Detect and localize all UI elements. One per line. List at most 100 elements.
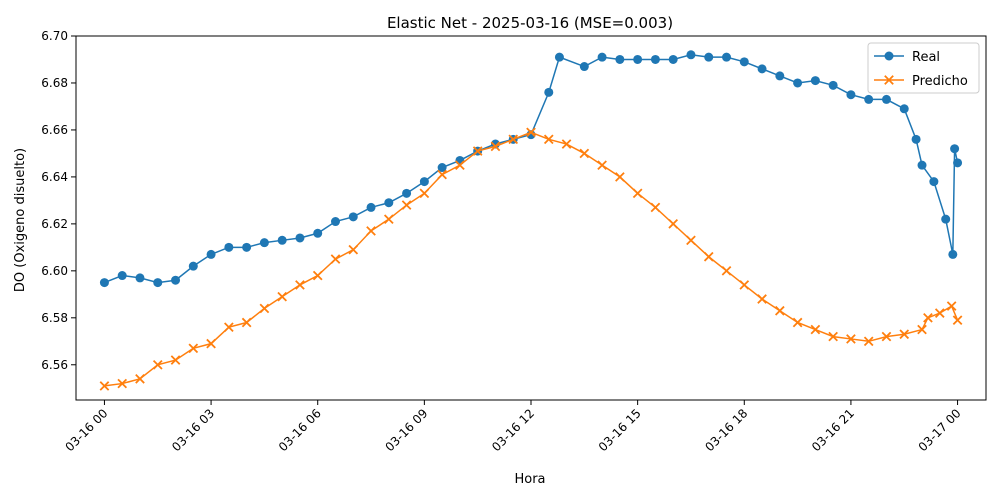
point-predicho-39	[792, 317, 803, 328]
point-predicho-7	[224, 322, 234, 333]
legend-marker-circle-icon	[884, 51, 894, 61]
legend-marker-x-b	[884, 75, 894, 85]
point-predicho-20	[455, 160, 465, 170]
point-predicho-stroke-b	[135, 374, 145, 384]
point-predicho-1	[117, 378, 128, 389]
point-real-36	[739, 57, 749, 67]
point-real-1	[117, 271, 127, 281]
point-predicho-stroke-b	[401, 200, 412, 210]
point-real-10	[277, 235, 287, 245]
chart-title: Elastic Net - 2025-03-16 (MSE=0.003)	[387, 14, 673, 32]
point-real-31	[650, 54, 660, 64]
point-predicho-4	[170, 355, 181, 365]
point-predicho-5	[188, 343, 199, 354]
point-predicho-stroke-b	[383, 214, 394, 225]
point-real-7	[224, 242, 234, 252]
point-predicho-33	[686, 235, 696, 246]
point-predicho-36	[739, 280, 750, 290]
point-predicho-44	[881, 331, 892, 342]
point-predicho-11	[295, 280, 305, 290]
point-predicho-stroke-b	[810, 324, 821, 335]
point-predicho-stroke-b	[923, 312, 933, 323]
point-predicho-40	[810, 324, 821, 335]
point-predicho-12	[312, 270, 323, 281]
point-predicho-stroke-b	[170, 355, 181, 365]
point-real-9	[259, 238, 269, 248]
point-predicho-stroke-b	[224, 322, 234, 333]
point-real-32	[668, 54, 678, 64]
point-predicho-10	[277, 291, 288, 302]
point-predicho-0	[99, 381, 110, 391]
point-predicho-17	[401, 200, 412, 210]
point-predicho-21	[472, 146, 483, 156]
point-predicho-24	[526, 127, 536, 138]
point-predicho-stroke-b	[863, 336, 874, 347]
point-real-52	[953, 158, 963, 168]
point-real-16	[384, 198, 394, 208]
point-predicho-3	[152, 359, 163, 370]
point-real-37	[757, 64, 767, 74]
point-predicho-45	[899, 329, 910, 340]
point-predicho-stroke-b	[259, 303, 270, 314]
point-predicho-41	[828, 331, 838, 342]
point-real-25	[544, 87, 554, 97]
y-tick-label-4: 6.64	[41, 170, 68, 184]
point-predicho-stroke-b	[757, 294, 767, 304]
point-real-40	[810, 76, 820, 86]
point-predicho-18	[419, 188, 430, 199]
point-real-42	[846, 90, 856, 100]
point-predicho-14	[348, 244, 359, 255]
point-real-49	[941, 214, 951, 224]
point-real-47	[917, 160, 927, 170]
point-predicho-stroke-b	[348, 244, 359, 255]
point-predicho-38	[774, 305, 785, 316]
x-axis-label: Hora	[514, 472, 545, 487]
point-real-0	[99, 278, 109, 288]
point-predicho-stroke-b	[668, 219, 679, 229]
point-predicho-stroke-b	[774, 305, 785, 316]
point-predicho-stroke-b	[615, 172, 625, 182]
point-predicho-25	[543, 134, 554, 145]
point-predicho-stroke-b	[295, 280, 305, 290]
point-predicho-9	[259, 303, 270, 314]
point-real-15	[366, 202, 376, 212]
point-predicho-34	[703, 251, 714, 262]
point-real-3	[153, 278, 163, 288]
point-predicho-29	[615, 172, 625, 182]
point-predicho-stroke-b	[934, 308, 945, 318]
point-real-35	[722, 52, 732, 62]
point-predicho-47	[923, 312, 933, 323]
point-predicho-13	[330, 254, 341, 264]
point-predicho-stroke-b	[721, 266, 732, 276]
y-tick-label-2: 6.60	[41, 264, 68, 278]
legend-label-1: Predicho	[912, 74, 968, 89]
point-real-2	[135, 273, 145, 283]
y-tick-label-3: 6.62	[41, 217, 68, 231]
point-predicho-stroke-b	[952, 315, 963, 325]
point-real-17	[402, 188, 412, 198]
point-predicho-stroke-b	[99, 381, 110, 391]
y-tick-label-5: 6.66	[41, 123, 68, 137]
point-predicho-stroke-b	[437, 169, 447, 180]
point-real-45	[899, 104, 909, 114]
point-predicho-35	[721, 266, 732, 276]
point-predicho-15	[366, 226, 376, 236]
point-real-14	[348, 212, 358, 222]
point-predicho-stroke-b	[739, 280, 750, 290]
point-predicho-stroke-b	[206, 338, 216, 349]
point-real-4	[171, 275, 181, 285]
point-predicho-23	[508, 134, 519, 145]
point-real-29	[615, 54, 625, 64]
point-predicho-stroke-b	[917, 324, 927, 335]
point-predicho-stroke-b	[152, 359, 163, 370]
point-real-30	[633, 54, 643, 64]
point-real-6	[206, 249, 216, 259]
point-predicho-stroke-b	[597, 160, 607, 170]
point-predicho-stroke-b	[946, 301, 957, 311]
point-real-44	[881, 94, 891, 104]
y-tick-label-1: 6.58	[41, 311, 68, 325]
point-predicho-stroke-b	[188, 343, 199, 354]
point-predicho-27	[579, 148, 590, 159]
